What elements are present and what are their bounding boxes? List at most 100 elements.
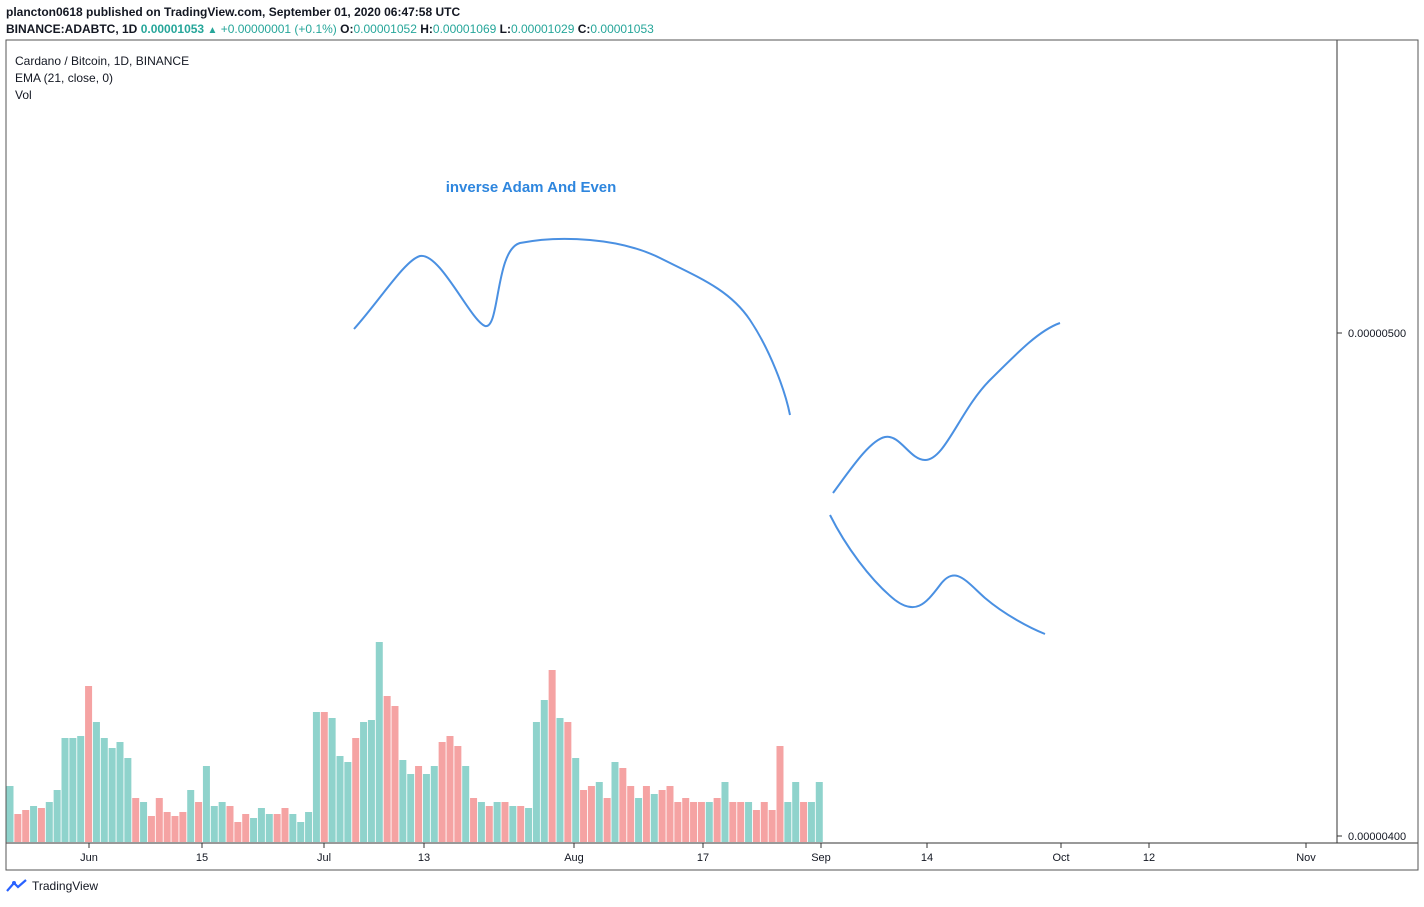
high-value: 0.00001069 bbox=[432, 22, 497, 36]
volume-bar bbox=[650, 794, 658, 842]
volume-bar bbox=[784, 802, 792, 842]
volume-bar bbox=[635, 798, 643, 842]
symbol-label: BINANCE:ADABTC, 1D bbox=[6, 22, 138, 36]
volume-bar bbox=[132, 798, 140, 842]
volume-bar bbox=[320, 712, 328, 842]
volume-bar bbox=[14, 814, 22, 842]
time-tick-label: 17 bbox=[697, 852, 709, 864]
volume-bar bbox=[297, 822, 305, 842]
volume-bar bbox=[548, 670, 556, 842]
time-tick-label: Sep bbox=[811, 852, 831, 864]
volume-bar bbox=[195, 802, 203, 842]
volume-bar bbox=[202, 766, 210, 842]
last-price: 0.00001053 bbox=[140, 22, 205, 36]
change-value: +0.00000001 (+0.1%) bbox=[220, 22, 337, 36]
volume-bar bbox=[462, 766, 470, 842]
legend-ema: EMA (21, close, 0) bbox=[15, 71, 114, 85]
volume-bar bbox=[336, 756, 344, 842]
price-tick-label: 0.00000400 bbox=[1348, 831, 1406, 843]
low-label: L: bbox=[499, 22, 511, 36]
open-label: O: bbox=[340, 22, 354, 36]
volume-bar bbox=[124, 758, 132, 842]
close-value: 0.00001053 bbox=[590, 22, 654, 36]
legend-title: Cardano / Bitcoin, 1D, BINANCE bbox=[15, 54, 190, 68]
volume-bar bbox=[721, 782, 729, 842]
volume-bar bbox=[572, 758, 580, 842]
volume-bar bbox=[595, 782, 603, 842]
volume-bar bbox=[30, 806, 38, 842]
volume-bar bbox=[383, 696, 391, 842]
pattern-curve bbox=[829, 514, 1046, 635]
volume-bar bbox=[807, 802, 815, 842]
price-tick-label: 0.00000500 bbox=[1348, 328, 1406, 340]
chart-header: plancton0618 published on TradingView.co… bbox=[6, 4, 654, 39]
volume-bar bbox=[163, 812, 171, 842]
volume-bar bbox=[713, 798, 721, 842]
volume-bar bbox=[6, 786, 14, 842]
volume-bar bbox=[391, 706, 399, 842]
volume-bar bbox=[399, 760, 407, 842]
volume-bar bbox=[92, 722, 100, 842]
volume-bar bbox=[564, 722, 572, 842]
volume-bar bbox=[250, 818, 258, 842]
volume-bar bbox=[666, 786, 674, 842]
volume-bar bbox=[509, 806, 517, 842]
volume-bar bbox=[85, 686, 93, 842]
volume-bar bbox=[768, 810, 776, 842]
volume-bar bbox=[289, 814, 297, 842]
volume-bar bbox=[352, 738, 360, 842]
close-label: C: bbox=[577, 22, 591, 36]
volume-bar bbox=[422, 774, 430, 842]
up-arrow-icon: ▲ bbox=[207, 25, 218, 36]
time-tick-label: Jun bbox=[80, 852, 98, 864]
volume-bar bbox=[147, 816, 155, 842]
volume-bar bbox=[556, 718, 564, 842]
volume-bar bbox=[470, 798, 478, 842]
volume-bar bbox=[540, 700, 548, 842]
volume-bar bbox=[532, 722, 540, 842]
volume-bar bbox=[210, 806, 218, 842]
axes-layer: 0.000019000.000018000.000017000.00001600… bbox=[5, 39, 1419, 871]
volume-bar bbox=[242, 814, 250, 842]
volume-bar bbox=[800, 802, 808, 842]
low-value: 0.00001029 bbox=[510, 22, 575, 36]
volume-bar bbox=[360, 722, 368, 842]
pattern-curve bbox=[832, 322, 1061, 494]
volume-bar bbox=[187, 790, 195, 842]
volume-bar bbox=[580, 790, 588, 842]
volume-bar bbox=[705, 802, 713, 842]
time-tick-label: 14 bbox=[921, 852, 933, 864]
volume-bar bbox=[375, 642, 383, 842]
time-tick-label: 12 bbox=[1143, 852, 1155, 864]
volume-bar bbox=[642, 786, 650, 842]
volume-bar bbox=[415, 766, 423, 842]
volume-layer bbox=[6, 642, 823, 842]
volume-bar bbox=[611, 762, 619, 842]
drawing-layer bbox=[353, 237, 1061, 635]
time-tick-label: Nov bbox=[1296, 852, 1316, 864]
footer-brand[interactable]: TradingView bbox=[6, 879, 98, 893]
volume-bar bbox=[697, 802, 705, 842]
volume-bar bbox=[407, 774, 415, 842]
volume-bar bbox=[265, 814, 273, 842]
volume-bar bbox=[760, 802, 768, 842]
volume-bar bbox=[745, 802, 753, 842]
volume-bar bbox=[603, 798, 611, 842]
volume-bar bbox=[752, 810, 760, 842]
volume-bar bbox=[729, 802, 737, 842]
volume-bar bbox=[525, 808, 533, 842]
volume-bar bbox=[116, 742, 124, 842]
volume-bar bbox=[53, 790, 61, 842]
volume-bar bbox=[171, 816, 179, 842]
volume-bar bbox=[108, 748, 116, 842]
volume-bar bbox=[155, 798, 163, 842]
volume-bar bbox=[477, 802, 485, 842]
volume-bar bbox=[493, 802, 501, 842]
volume-bar bbox=[100, 738, 108, 842]
volume-bar bbox=[776, 746, 784, 842]
volume-bar bbox=[218, 802, 226, 842]
volume-bar bbox=[140, 802, 148, 842]
chart-annotation: inverse Adam And Even bbox=[446, 179, 617, 196]
volume-bar bbox=[815, 782, 823, 842]
